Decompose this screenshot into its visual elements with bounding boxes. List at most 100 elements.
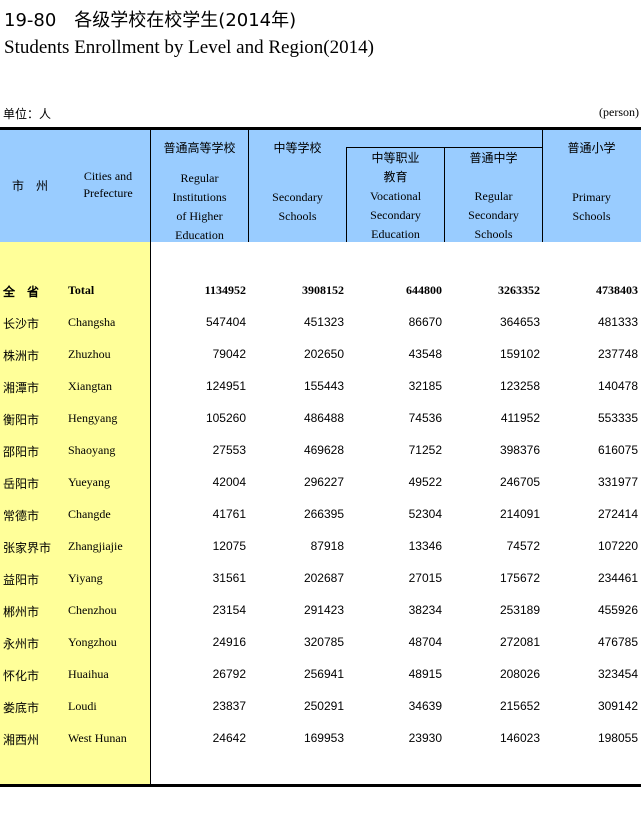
vocational-value: 74536 <box>408 411 442 425</box>
divider <box>444 147 445 242</box>
secondary-value: 3908152 <box>302 283 344 297</box>
header-higher-en: of Higher <box>176 209 223 223</box>
region-name-en: Yueyang <box>68 475 110 489</box>
region-name-cn: 益阳市 <box>3 573 40 587</box>
header-higher-en: Institutions <box>172 190 227 204</box>
table-row: 株洲市 Zhuzhou 79042 202650 43548 159102 237748 <box>0 347 641 367</box>
header-primary-en: Schools <box>572 209 611 223</box>
region-name-en: Zhuzhou <box>68 347 111 361</box>
region-name-en: Yongzhou <box>68 635 117 649</box>
region-name-en: Total <box>68 283 95 297</box>
secondary-value: 250291 <box>303 699 344 713</box>
secondary-value: 296227 <box>303 475 344 489</box>
region-name-cn: 永州市 <box>3 637 40 651</box>
region-name-cn: 邵阳市 <box>3 445 40 459</box>
region-name-cn: 娄底市 <box>3 701 40 715</box>
regular-secondary-value: 208026 <box>499 667 540 681</box>
region-name-cn: 郴州市 <box>3 605 40 619</box>
primary-value: 4738403 <box>596 283 638 297</box>
regular-secondary-value: 398376 <box>499 443 540 457</box>
region-name-en: Loudi <box>68 699 97 713</box>
higher-value: 79042 <box>212 347 246 361</box>
regular-secondary-value: 175672 <box>499 571 540 585</box>
header-primary-en: Primary <box>572 190 611 204</box>
region-name-cn: 岳阳市 <box>3 477 40 491</box>
higher-value: 124951 <box>205 379 246 393</box>
header-regular-secondary-cn: 普通中学 <box>469 151 518 165</box>
primary-value: 323454 <box>597 667 638 681</box>
secondary-value: 202687 <box>303 571 344 585</box>
unit-label-en: (person) <box>599 105 639 119</box>
table-row: 益阳市 Yiyang 31561 202687 27015 175672 234461 <box>0 571 641 591</box>
vocational-value: 13346 <box>408 539 442 553</box>
region-name-en: West Hunan <box>68 731 127 745</box>
region-name-cn: 全 省 <box>3 285 40 299</box>
header-vocational-cn: 中等职业 <box>371 151 420 165</box>
primary-value: 481333 <box>597 315 638 329</box>
table-row: 怀化市 Huaihua 26792 256941 48915 208026 323454 <box>0 667 641 687</box>
regular-secondary-value: 253189 <box>499 603 540 617</box>
table-row: 娄底市 Loudi 23837 250291 34639 215652 309142 <box>0 699 641 719</box>
table-row: 永州市 Yongzhou 24916 320785 48704 272081 476785 <box>0 635 641 655</box>
secondary-value: 155443 <box>303 379 344 393</box>
header-primary-cn: 普通小学 <box>567 141 616 155</box>
table-row: 长沙市 Changsha 547404 451323 86670 364653 481333 <box>0 315 641 335</box>
regular-secondary-value: 123258 <box>499 379 540 393</box>
vocational-value: 49522 <box>408 475 442 489</box>
region-column-background <box>0 242 150 785</box>
primary-value: 237748 <box>597 347 638 361</box>
secondary-value: 202650 <box>303 347 344 361</box>
primary-value: 455926 <box>597 603 638 617</box>
table-bottom-rule <box>0 784 641 787</box>
primary-value: 616075 <box>597 443 638 457</box>
unit-label-cn: 单位：人 <box>3 107 52 121</box>
region-name-en: Changsha <box>68 315 116 329</box>
primary-value: 309142 <box>597 699 638 713</box>
divider <box>346 147 543 148</box>
header-vocational-en: Vocational <box>369 189 422 203</box>
region-name-cn: 湘西州 <box>3 733 40 747</box>
table-title-en: Students Enrollment by Level and Region(… <box>4 37 374 58</box>
higher-value: 26792 <box>212 667 246 681</box>
header-regular-secondary-en: Secondary <box>468 208 519 222</box>
region-name-cn: 株洲市 <box>3 349 40 363</box>
higher-value: 24642 <box>212 731 246 745</box>
vocational-value: 71252 <box>408 443 442 457</box>
secondary-value: 256941 <box>303 667 344 681</box>
table-row: 衡阳市 Hengyang 105260 486488 74536 411952 553335 <box>0 411 641 431</box>
secondary-value: 486488 <box>303 411 344 425</box>
table-row: 邵阳市 Shaoyang 27553 469628 71252 398376 616075 <box>0 443 641 463</box>
table-row: 全 省 Total 1134952 3908152 644800 3263352 47384… <box>0 283 641 303</box>
vocational-value: 48704 <box>408 635 442 649</box>
vocational-value: 48915 <box>408 667 442 681</box>
secondary-value: 469628 <box>303 443 344 457</box>
higher-value: 547404 <box>205 315 246 329</box>
regular-secondary-value: 74572 <box>506 539 540 553</box>
region-name-en: Shaoyang <box>68 443 116 457</box>
header-vocational-en: Education <box>371 227 420 241</box>
vocational-value: 38234 <box>408 603 442 617</box>
regular-secondary-value: 3263352 <box>498 283 540 297</box>
table-row: 岳阳市 Yueyang 42004 296227 49522 246705 331977 <box>0 475 641 495</box>
region-name-cn: 湘潭市 <box>3 381 40 395</box>
table-title-cn: 19-80 各级学校在校学生(2014年) <box>4 10 297 31</box>
vocational-value: 27015 <box>408 571 442 585</box>
region-name-cn: 衡阳市 <box>3 413 40 427</box>
higher-value: 31561 <box>212 571 246 585</box>
table-row: 常德市 Changde 41761 266395 52304 214091 272414 <box>0 507 641 527</box>
higher-value: 23154 <box>212 603 246 617</box>
higher-value: 41761 <box>212 507 246 521</box>
header-higher-en: Regular <box>180 171 219 185</box>
secondary-value: 169953 <box>303 731 344 745</box>
primary-value: 476785 <box>597 635 638 649</box>
higher-value: 24916 <box>212 635 246 649</box>
header-higher-en: Education <box>175 228 224 242</box>
higher-value: 42004 <box>212 475 246 489</box>
regular-secondary-value: 272081 <box>499 635 540 649</box>
header-regular-secondary-en: Schools <box>474 227 513 241</box>
table-row: 湘西州 West Hunan 24642 169953 23930 146023 19805… <box>0 731 641 751</box>
region-name-en: Yiyang <box>68 571 103 585</box>
vocational-value: 52304 <box>408 507 442 521</box>
header-secondary-en: Schools <box>278 209 317 223</box>
region-name-en: Changde <box>68 507 111 521</box>
